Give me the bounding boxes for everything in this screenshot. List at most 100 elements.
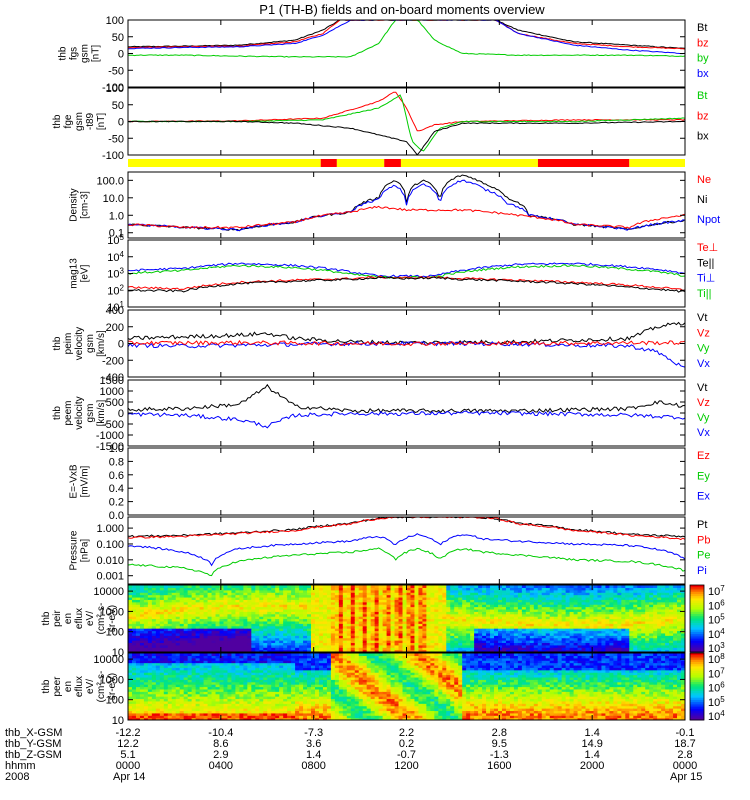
colorbar-cell (690, 664, 704, 667)
colorbar-frame (689, 652, 705, 721)
y-axis-label: gsm (80, 44, 91, 63)
status-segment (320, 159, 337, 167)
footer-row-label: thb_Y-GSM (5, 738, 61, 750)
colorbar-cell (690, 679, 704, 683)
y-tick-label: 100 (106, 83, 124, 95)
panel-density: 100.0 10.0 1.0 0.1 Density [cm-3] Ne Ni Npot (69, 171, 720, 240)
legend-te: Te|| (697, 257, 714, 269)
legend-pb: Pb (697, 534, 710, 546)
footer-value: 1.4 (306, 749, 321, 761)
y-tick-label: -500 (102, 419, 124, 431)
y-tick-label: 0.100 (96, 539, 124, 551)
y-axis-label: velocity (74, 327, 85, 360)
legend-ti: Ti|| (697, 288, 711, 300)
colorbar-cell (690, 666, 704, 670)
colorbar-cell (690, 602, 704, 606)
series-line-vt (127, 383, 686, 414)
colorbar-tick-label: 105 (708, 613, 725, 627)
series-line-by (127, 19, 686, 58)
colorbar-cell (690, 609, 704, 613)
colorbar-cell (690, 661, 704, 665)
colorbar-cell (690, 585, 704, 588)
footer-value: 18.7 (674, 738, 695, 750)
footer-value: 5.1 (120, 749, 135, 761)
y-axis-label: E=-VxB (69, 464, 80, 499)
colorbar-cell (690, 690, 704, 694)
series-line-npot (127, 179, 686, 232)
y-tick-label: -200 (102, 355, 124, 367)
y-tick-label: 1000 (100, 606, 124, 618)
colorbar-tick-label: 107 (708, 666, 725, 680)
y-tick-label: 1000 (100, 386, 124, 398)
colorbar-cell (690, 600, 704, 604)
series-line-vx (127, 410, 686, 429)
colorbar-cell (690, 673, 704, 676)
series-line-ni (128, 174, 686, 232)
colorbar-cell (690, 686, 704, 690)
y-tick-label: 0.010 (96, 555, 124, 567)
y-axis-label: gsm (85, 334, 96, 353)
colorbar-tick-label: 103 (708, 641, 725, 655)
y-tick-label: 0.6 (109, 470, 124, 482)
footer-row-label: thb_X-GSM (5, 727, 62, 739)
colorbar-cell (690, 649, 704, 653)
y-tick-label: -1000 (96, 430, 124, 442)
footer-value: -0.1 (676, 727, 695, 739)
colorbar-cell (690, 616, 704, 619)
colorbar-cell (690, 682, 704, 685)
footer-value: 1600 (487, 760, 511, 772)
footer-value: 2.2 (399, 727, 414, 739)
footer-value: 0400 (209, 760, 233, 772)
colorbar-cell (690, 636, 704, 640)
footer-value: -12.2 (115, 727, 140, 739)
figure-title: P1 (TH-B) fields and on-board moments ov… (259, 2, 545, 17)
status-segment (336, 159, 385, 167)
y-tick-label: 0 (118, 49, 124, 61)
series-line-ti (127, 262, 686, 278)
panel-pressure: 1.000 0.100 0.010 0.001 Pressure [nPa] Pt Pb Pe P… (69, 516, 710, 585)
y-axis-label: [mV/m] (80, 465, 91, 497)
legend-bx: bx (697, 131, 709, 143)
y-axis-label: gsm (74, 112, 85, 131)
y-axis-label: [nPa] (80, 539, 91, 563)
y-tick-label: 0 (118, 339, 124, 351)
colorbar-cell (690, 607, 704, 611)
footer-value: 0000 (673, 760, 697, 772)
legend-bt: Bt (697, 22, 707, 34)
colorbar-cell (690, 675, 704, 679)
colorbar-cell (690, 593, 704, 597)
y-tick-label: 10.0 (103, 193, 124, 205)
y-axis-label: Density (69, 188, 80, 221)
colorbar-cell (690, 704, 704, 708)
legend-ti: Ti⊥ (697, 273, 715, 285)
colorbar-cell (690, 706, 704, 710)
colorbar-cell (690, 614, 704, 617)
y-axis-label: fge (63, 114, 74, 128)
y-tick-label: 10 (112, 715, 124, 727)
series-line-pe (127, 547, 686, 577)
colorbar-cell (690, 620, 704, 624)
series-line-ne (127, 205, 686, 229)
heatmap-cells (128, 653, 685, 720)
y-axis-label: gsm (85, 404, 96, 423)
status-segment (629, 159, 685, 167)
colorbar-cell (690, 693, 704, 696)
colorbar-tick-label: 106 (708, 681, 725, 695)
y-tick-label: -50 (108, 65, 124, 77)
colorbar-cell (690, 587, 704, 590)
legend-bz: bz (697, 37, 709, 49)
y-tick-label: 105 (107, 233, 124, 247)
colorbar-cell (690, 657, 704, 661)
y-axis-label: [cm-3] (80, 191, 91, 219)
footer-value: 12.2 (117, 738, 138, 750)
legend-vz: Vz (697, 397, 710, 409)
y-axis-label: Pressure (69, 530, 80, 570)
legend-ex: Ex (697, 491, 710, 503)
footer-value: Apr 14 (113, 771, 145, 783)
colorbar-tick-label: 107 (708, 584, 725, 598)
y-axis-label: peir (52, 609, 63, 626)
colorbar-cell (690, 655, 704, 658)
colorbar-cell (690, 715, 704, 719)
legend-vx: Vx (697, 358, 710, 370)
